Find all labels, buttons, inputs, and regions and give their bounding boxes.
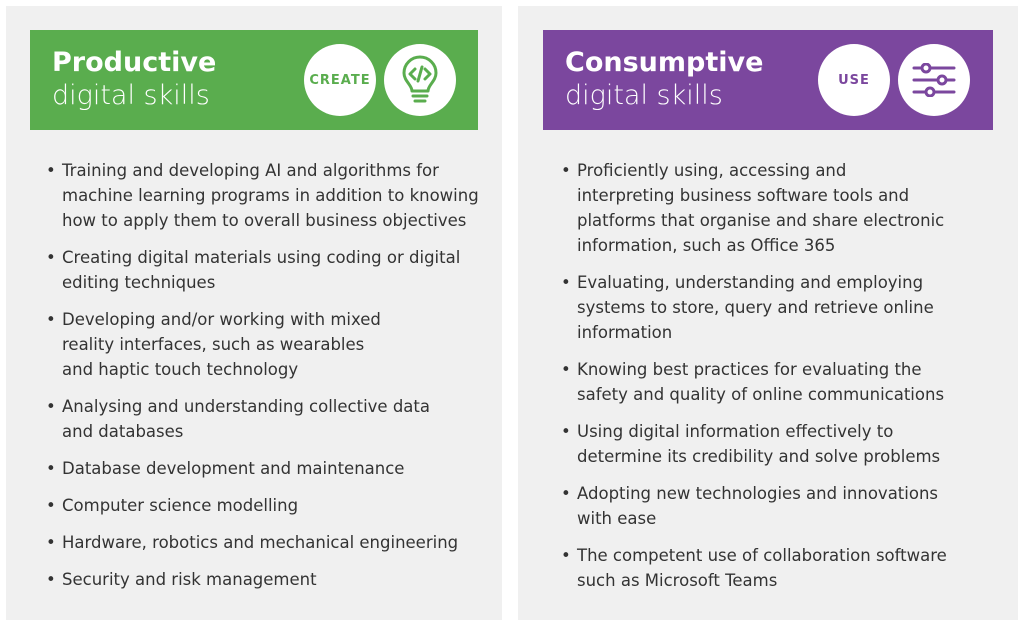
list-item: Computer science modelling [46,493,502,518]
title-light: digital skills [565,80,723,111]
list-item: Creating digital materials using coding … [46,245,502,295]
create-badge: CREATE [304,44,376,116]
consumptive-list: Proficiently using, accessing and interp… [545,158,977,605]
productive-header: Productive digital skills CREATE [30,30,478,130]
list-item: Database development and maintenance [46,456,502,481]
title-bold: Consumptive [565,47,764,78]
title-bold: Productive [52,47,217,78]
consumptive-header: Consumptive digital skills USE [543,30,993,130]
productive-list: Training and developing AI and algorithm… [30,158,502,604]
list-item: Knowing best practices for evaluating th… [561,357,977,407]
list-item: Training and developing AI and algorithm… [46,158,502,233]
list-item: Using digital information effectively to… [561,419,977,469]
list-item: Proficiently using, accessing and interp… [561,158,947,258]
lightbulb-code-icon [384,44,456,116]
list-item: Developing and/or working with mixed rea… [46,307,392,382]
list-item: The competent use of collaboration softw… [561,543,957,593]
list-item: Security and risk management [46,567,502,592]
list-item: Adopting new technologies and innovation… [561,481,947,531]
list-item: Analysing and understanding collective d… [46,394,442,444]
list-item: Hardware, robotics and mechanical engine… [46,530,502,555]
title-light: digital skills [52,80,210,111]
use-badge: USE [818,44,890,116]
consumptive-title: Consumptive digital skills [565,46,763,112]
sliders-icon [898,44,970,116]
productive-title: Productive digital skills [52,46,216,112]
list-item: Evaluating, understanding and employing … [561,270,937,345]
